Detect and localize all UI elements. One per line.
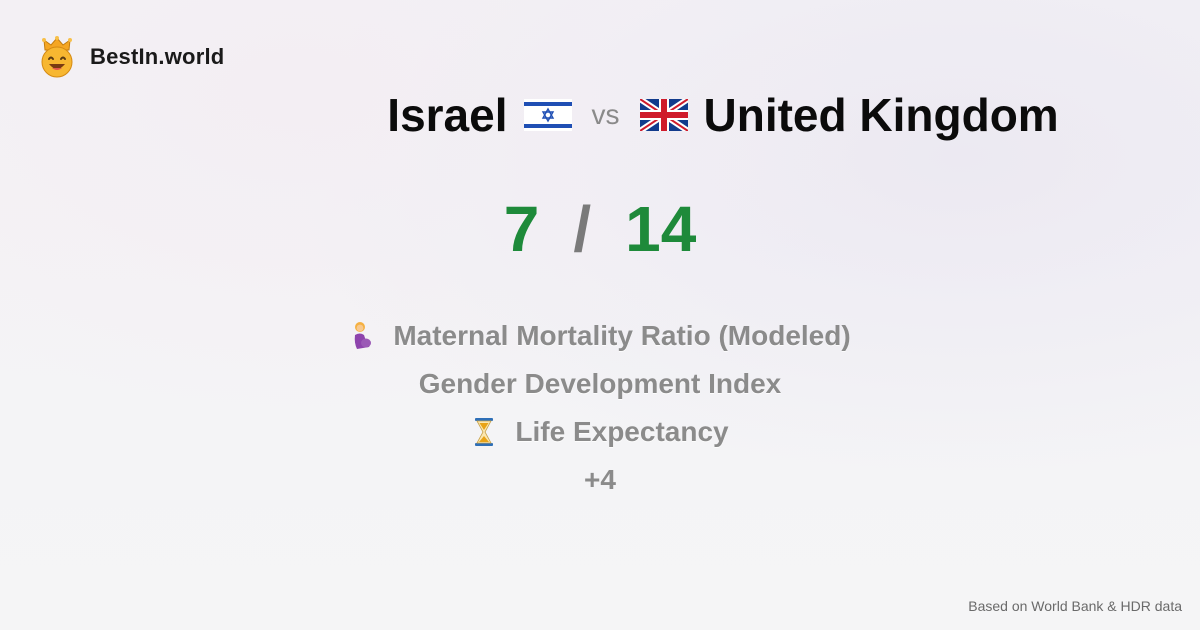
- metric-gender-development[interactable]: Gender Development Index: [419, 360, 782, 408]
- score: 7 / 14: [0, 192, 1200, 266]
- left-country: Israel: [387, 89, 508, 141]
- score-separator: /: [573, 193, 592, 265]
- comparison-headline: Israel vs United Kingdom: [0, 88, 1200, 142]
- united-kingdom-flag-icon: [639, 99, 688, 131]
- brand-name: BestIn.world: [90, 44, 225, 69]
- right-score: 14: [625, 193, 697, 265]
- metric-life-expectancy[interactable]: Life Expectancy: [471, 408, 729, 456]
- vs-label: vs: [591, 99, 620, 130]
- brand[interactable]: BestIn.world: [38, 36, 224, 78]
- metric-label: Maternal Mortality Ratio (Modeled): [393, 320, 851, 351]
- metric-label: Gender Development Index: [418, 368, 782, 399]
- smiling-crown-face-icon: [41, 36, 73, 78]
- right-country: United Kingdom: [703, 89, 1059, 141]
- pregnant-woman-icon: [355, 322, 372, 349]
- metrics-list: Maternal Mortality Ratio (Modeled) Gende…: [0, 312, 1200, 504]
- data-source-note: Based on World Bank & HDR data: [968, 598, 1182, 614]
- left-score: 7: [503, 193, 540, 265]
- metric-label: Life Expectancy: [515, 416, 729, 447]
- more-metrics-link[interactable]: +4: [584, 464, 616, 495]
- hourglass-icon: [475, 418, 494, 446]
- metric-maternal-mortality[interactable]: Maternal Mortality Ratio (Modeled): [349, 312, 851, 360]
- israel-flag-icon: [523, 99, 572, 131]
